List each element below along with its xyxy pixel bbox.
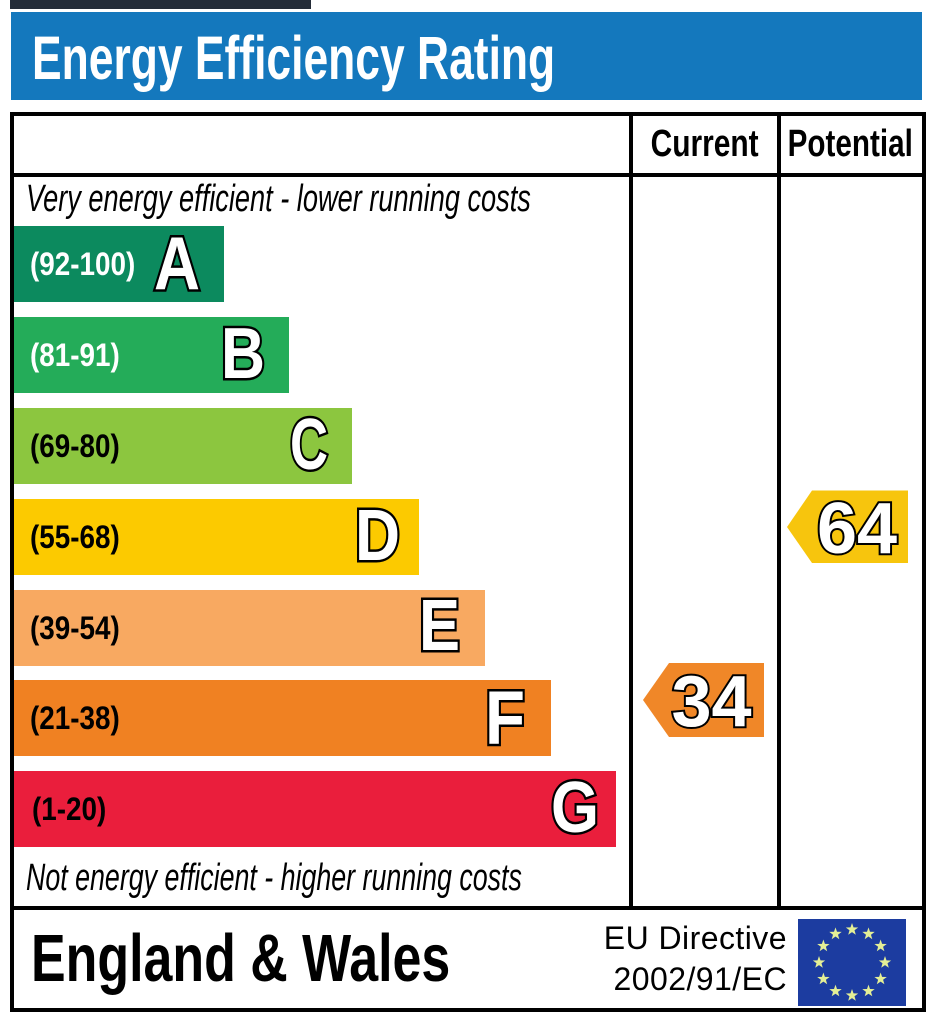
svg-text:64: 64	[817, 489, 897, 569]
svg-text:34: 34	[671, 662, 751, 742]
svg-text:G: G	[551, 768, 599, 848]
svg-text:A: A	[154, 221, 200, 305]
svg-text:D: D	[355, 496, 400, 576]
svg-text:B: B	[221, 314, 265, 394]
svg-text:F: F	[485, 676, 525, 761]
svg-text:E: E	[419, 586, 460, 666]
svg-text:C: C	[290, 405, 328, 485]
